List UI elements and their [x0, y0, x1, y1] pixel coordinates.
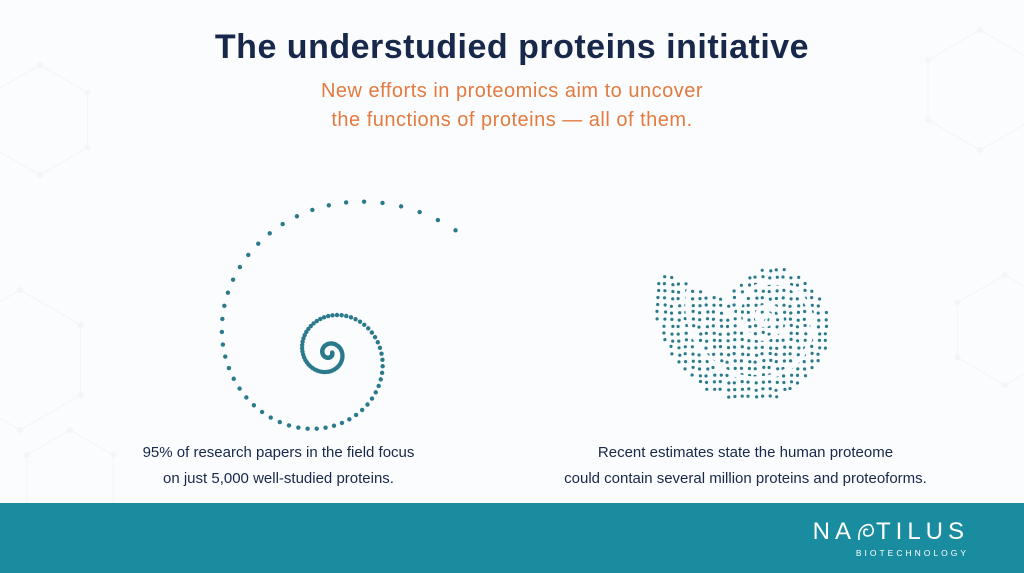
subtitle-line2: the functions of proteins — all of them. [331, 109, 692, 131]
logo-spiral-icon [856, 518, 876, 546]
right-caption: Recent estimates state the human proteom… [564, 440, 927, 491]
logo-subtext: BIOTECHNOLOGY [813, 548, 969, 558]
nautilus-logo: NATILUS BIOTECHNOLOGY [813, 518, 969, 558]
page-title: The understudied proteins initiative [60, 28, 964, 67]
comparison-panels: 95% of research papers in the field focu… [60, 155, 964, 491]
footer-bar: NATILUS BIOTECHNOLOGY [0, 503, 1024, 573]
subtitle-line1: New efforts in proteomics aim to uncover [321, 80, 703, 102]
dense-shell-svg [536, 158, 956, 438]
panel-left: 95% of research papers in the field focu… [60, 155, 497, 491]
logo-a1: A [835, 518, 856, 545]
dense-shell-graphic [527, 155, 964, 440]
page-subtitle: New efforts in proteomics aim to uncover… [60, 77, 964, 135]
right-caption-line1: Recent estimates state the human proteom… [598, 444, 893, 461]
sparse-spiral-graphic [60, 155, 497, 440]
logo-text: NATILUS [813, 518, 969, 546]
content-area: The understudied proteins initiative New… [0, 0, 1024, 503]
right-caption-line2: could contain several million proteins a… [564, 470, 927, 487]
left-caption-line2: on just 5,000 well-studied proteins. [163, 470, 394, 487]
sparse-spiral-svg [69, 158, 489, 438]
left-caption-line1: 95% of research papers in the field focu… [143, 444, 415, 461]
left-caption: 95% of research papers in the field focu… [143, 440, 415, 491]
panel-right: Recent estimates state the human proteom… [527, 155, 964, 491]
